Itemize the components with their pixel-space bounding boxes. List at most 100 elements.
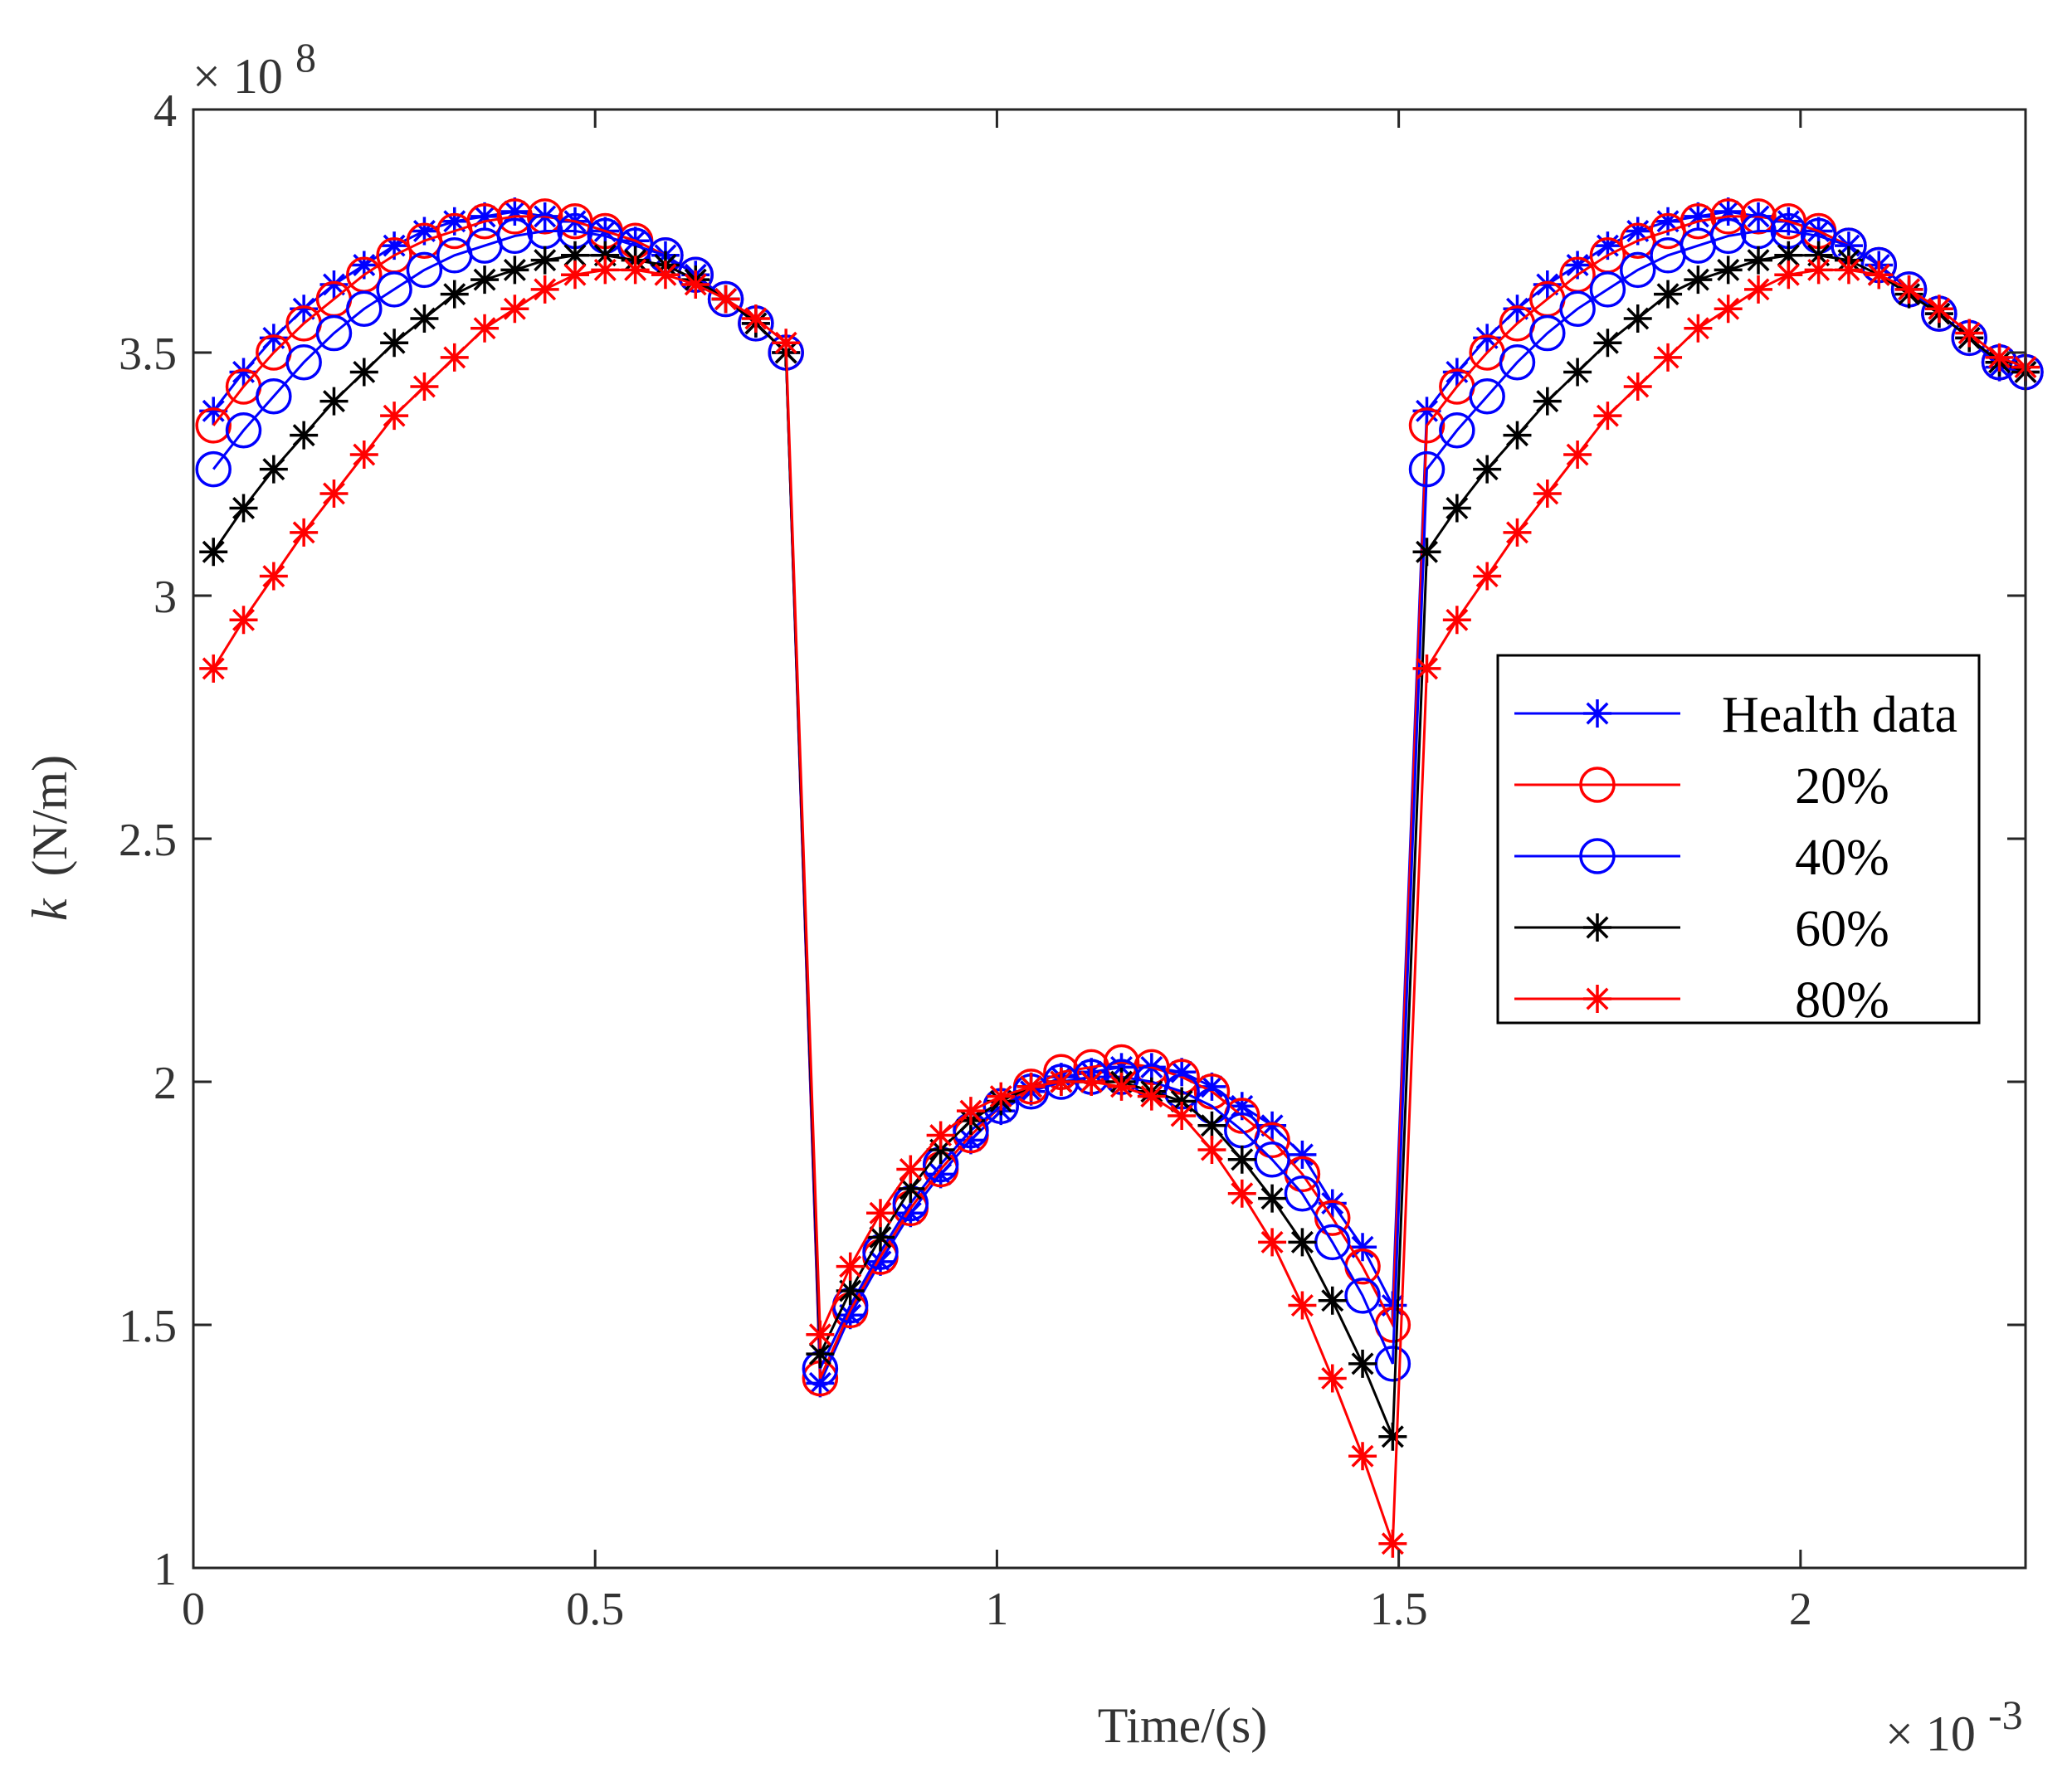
data-point [1412, 397, 1441, 426]
data-point [836, 1252, 865, 1281]
data-point [591, 241, 620, 270]
data-point [199, 654, 228, 683]
data-point [707, 280, 744, 318]
y-tick-label: 3 [154, 572, 177, 623]
data-point [259, 455, 288, 484]
data-point [1378, 1422, 1407, 1451]
data-point [1583, 913, 1611, 942]
data-point [591, 256, 620, 285]
data-point [1744, 246, 1772, 275]
data-point [1197, 1136, 1226, 1165]
data-point [199, 397, 228, 426]
data-point [199, 538, 228, 567]
data-point [1168, 1102, 1197, 1131]
x-tick-label: 0.5 [566, 1584, 624, 1635]
data-point [1684, 202, 1713, 231]
data-point [319, 479, 349, 508]
data-point [1077, 1068, 1106, 1096]
data-point [1924, 295, 1953, 324]
data-point [1473, 324, 1502, 353]
data-point [229, 358, 258, 387]
data-point [1288, 1228, 1317, 1257]
data-point [1579, 767, 1616, 803]
data-point [496, 198, 534, 235]
data-point [1955, 319, 1984, 348]
data-point [1774, 241, 1803, 270]
data-point [1197, 1111, 1226, 1140]
x-tick-label: 1 [985, 1584, 1008, 1635]
data-point [1408, 407, 1446, 444]
legend-label: Health data [1722, 687, 1957, 743]
data-point [1533, 270, 1562, 299]
data-point [1258, 1184, 1287, 1213]
data-point [1563, 251, 1592, 280]
data-point [1227, 1179, 1256, 1208]
data-point [1412, 538, 1441, 567]
data-point [1583, 985, 1611, 1013]
data-point [1834, 256, 1863, 285]
data-point [410, 304, 439, 333]
data-point [926, 1160, 955, 1189]
legend-label: 80% [1795, 972, 1889, 1029]
legend-item: Health data [1514, 687, 1957, 743]
data-point [1579, 838, 1616, 874]
legend-label: 60% [1795, 901, 1889, 957]
data-point [1593, 329, 1622, 358]
data-point [772, 329, 801, 358]
data-point [1583, 699, 1611, 728]
data-point [1744, 275, 1772, 304]
data-point [1344, 1278, 1381, 1314]
data-point [896, 1155, 925, 1184]
data-point [1193, 1073, 1231, 1110]
data-point [1865, 260, 1894, 290]
data-point [1348, 1349, 1377, 1378]
data-point [195, 407, 232, 444]
data-point [256, 377, 292, 415]
data-point [1684, 265, 1713, 295]
data-point [1107, 1072, 1136, 1101]
data-point [500, 295, 529, 324]
data-point [410, 217, 439, 246]
data-point [1804, 241, 1833, 270]
y-exponent-label: 8 [295, 34, 316, 80]
y-multiplier-label: × 10 [193, 49, 283, 104]
data-point [259, 562, 288, 591]
data-point [1107, 1053, 1136, 1082]
data-point [225, 412, 262, 449]
data-point [1318, 1286, 1347, 1315]
data-point [1589, 271, 1626, 308]
data-point [290, 421, 319, 450]
data-point [500, 256, 529, 285]
data-point [1314, 1200, 1351, 1236]
y-tick-label: 1 [154, 1544, 177, 1595]
data-point [1654, 207, 1683, 236]
data-point [1684, 314, 1713, 343]
data-point [406, 251, 443, 289]
data-point [1348, 1442, 1377, 1471]
data-point [711, 285, 740, 314]
data-point [470, 314, 500, 343]
y-axis-unit: (N/m) [22, 755, 77, 877]
x-tick-label: 1.5 [1370, 1584, 1428, 1635]
data-point [741, 304, 770, 333]
data-point [1593, 402, 1622, 431]
data-point [1442, 494, 1471, 523]
data-point [229, 606, 258, 635]
data-point [349, 251, 378, 280]
data-point [259, 324, 288, 353]
data-point [651, 260, 680, 290]
data-point [1442, 358, 1471, 387]
data-point [290, 518, 319, 547]
data-point [1258, 1111, 1287, 1140]
data-point [1197, 1072, 1226, 1101]
data-point [346, 290, 383, 328]
data-point [1654, 280, 1683, 309]
data-point [987, 1082, 1016, 1111]
data-point [1473, 562, 1502, 591]
data-point [1985, 343, 2014, 372]
y-axis-variable: k [22, 898, 77, 921]
data-point [1623, 217, 1652, 246]
x-tick-label: 0 [182, 1584, 205, 1635]
legend-box [1496, 654, 1981, 1025]
series-layer [195, 197, 2044, 1558]
